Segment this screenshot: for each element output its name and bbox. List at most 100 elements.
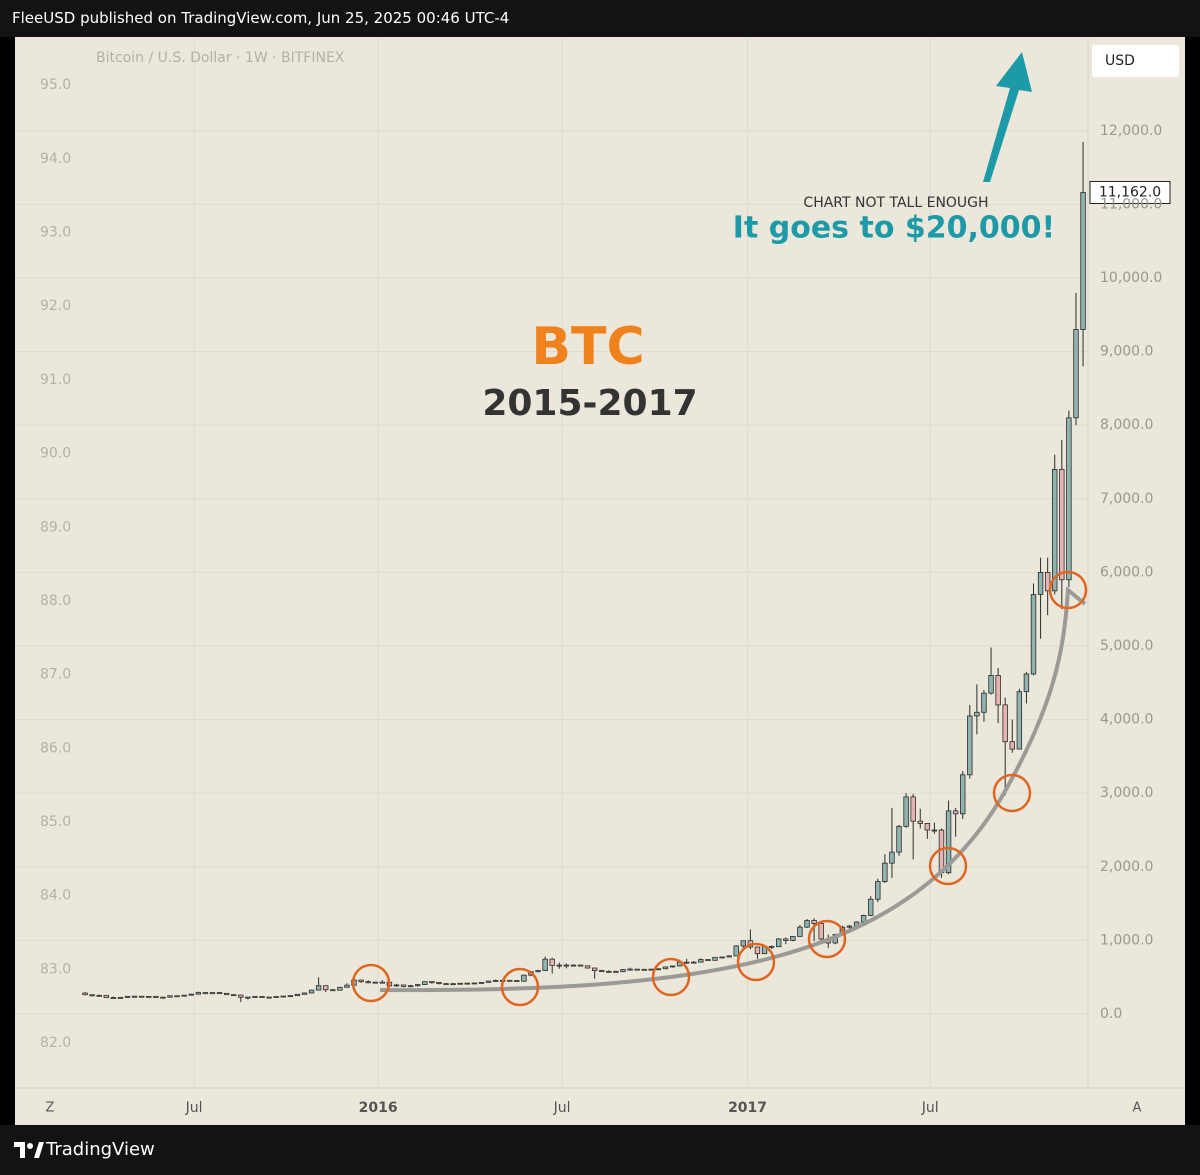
currency-label: USD (1105, 53, 1135, 69)
candle-body (818, 923, 824, 940)
candle-body (634, 968, 640, 971)
candle-body (422, 981, 428, 985)
candle-body (223, 992, 230, 996)
candle-body (443, 983, 449, 986)
y2-tick-label: 94.0 (40, 151, 71, 167)
candle-body (131, 995, 138, 998)
candle-body (1037, 572, 1044, 595)
candle-body (726, 955, 732, 958)
y2-tick-label: 82.0 (40, 1035, 71, 1051)
y-tick-label: 7,000.0 (1100, 491, 1153, 507)
candle-body (1066, 417, 1072, 581)
candle-body (216, 992, 223, 995)
candle-body (542, 958, 548, 972)
y2-tick-label: 92.0 (40, 298, 71, 314)
candle-body (775, 938, 782, 948)
candle-body (457, 982, 463, 985)
x-tick-label: 2017 (728, 1100, 767, 1116)
candle-body (124, 995, 131, 998)
candle-body (478, 981, 485, 984)
candle-body (372, 981, 378, 984)
candle-body (485, 980, 492, 983)
candle-body (591, 967, 598, 972)
candle-body (875, 881, 881, 900)
candle-body (967, 715, 973, 776)
candle-body (1059, 468, 1065, 581)
candle-body (910, 796, 916, 822)
candle-body (436, 981, 442, 985)
candle-body (521, 974, 527, 982)
candle-body (202, 992, 209, 995)
candle-body (337, 986, 343, 991)
candle-body (584, 965, 591, 969)
candle-body (648, 968, 654, 971)
y-tick-label: 2,000.0 (1100, 859, 1153, 875)
circles (351, 570, 1088, 1007)
y-tick-label: 4,000.0 (1100, 712, 1153, 728)
candle-body (464, 982, 470, 985)
y-tick-label: 9,000.0 (1100, 344, 1153, 360)
scale-button[interactable]: Z (46, 1101, 55, 1116)
candle-body (153, 995, 159, 998)
candle-body (174, 995, 180, 998)
annotation: CHART NOT TALL ENOUGH (803, 195, 988, 211)
candle-body (195, 992, 202, 995)
y-tick-label: 8,000.0 (1100, 417, 1153, 433)
candle-body (1044, 572, 1051, 592)
candle-body (167, 995, 173, 998)
candle-body (259, 996, 265, 998)
candle-body (945, 810, 952, 874)
candle-body (492, 979, 499, 982)
candle-body (719, 956, 725, 959)
candle-body (655, 968, 662, 971)
candle-body (705, 959, 711, 961)
candle-body (273, 996, 279, 998)
candle-body (790, 935, 796, 941)
y2-tick-label: 93.0 (40, 225, 71, 241)
chart: 11,162.0 Bitcoin / U.S. Dollar · 1W · BI… (15, 37, 1185, 1125)
circle (500, 967, 540, 1007)
candle-body (768, 945, 775, 948)
candle-body (938, 829, 945, 874)
candle-body (733, 945, 739, 957)
circle (651, 957, 691, 997)
candle-body (620, 969, 626, 973)
candle-body (868, 898, 874, 916)
candle-body (549, 958, 555, 966)
candle-body (188, 993, 194, 996)
y-tick-label: 10,000.0 (1100, 270, 1162, 286)
candle-body (641, 968, 647, 971)
candle-body (860, 915, 867, 923)
candle-body (146, 995, 152, 998)
currency-button[interactable] (1092, 45, 1179, 77)
candle-body (1016, 691, 1023, 750)
candle-body (507, 979, 513, 982)
candle-body (287, 995, 294, 998)
candle-body (330, 989, 336, 992)
candle-body (577, 964, 584, 967)
candle-body (358, 979, 364, 983)
candle-body (606, 970, 612, 973)
candle-body (209, 992, 216, 995)
candle-body (698, 959, 704, 963)
candle-body (754, 946, 761, 955)
candle-body (365, 981, 371, 984)
chart-bg (15, 37, 1185, 1125)
candle-body (691, 961, 697, 964)
circle (1048, 570, 1088, 610)
scale-button[interactable]: A (1133, 1101, 1142, 1116)
candle-body (1009, 741, 1015, 750)
candle-body (103, 994, 110, 999)
subtitle: 2015-2017 (482, 383, 697, 424)
candle-body (882, 862, 888, 882)
candle-body (535, 970, 541, 973)
candle-body (896, 825, 902, 853)
candle-body (613, 970, 619, 973)
candle-body (1052, 468, 1058, 592)
candle-body (407, 985, 414, 988)
candle-body (181, 994, 187, 997)
footer: TradingView (0, 1125, 1200, 1175)
y2-tick-label: 95.0 (40, 77, 71, 93)
circle (928, 846, 968, 886)
y-tick-label: 1,000.0 (1100, 932, 1153, 948)
